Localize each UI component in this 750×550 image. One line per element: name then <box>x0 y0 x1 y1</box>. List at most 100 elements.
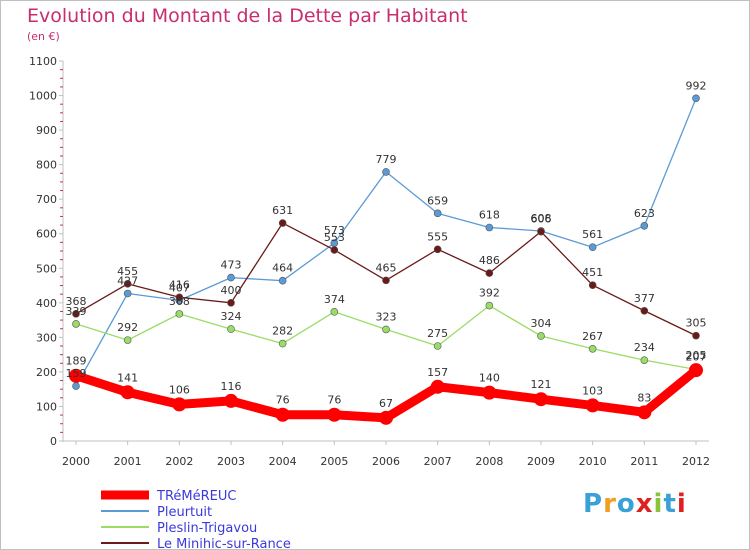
y-tick-label: 400 <box>36 297 57 310</box>
data-label: 368 <box>66 295 87 308</box>
data-label: 368 <box>169 295 190 308</box>
data-point <box>588 243 597 251</box>
data-label: 305 <box>686 317 707 330</box>
data-label: 464 <box>272 262 293 275</box>
x-tick-label: 2002 <box>165 455 193 468</box>
data-label: 282 <box>272 325 293 338</box>
y-tick-label: 200 <box>36 366 57 379</box>
data-point <box>382 168 390 176</box>
logo-letter: x <box>635 489 654 519</box>
data-label: 76 <box>276 394 290 407</box>
data-point <box>640 306 649 315</box>
data-label: 779 <box>376 153 397 166</box>
data-label: 659 <box>427 194 448 207</box>
data-label: 106 <box>169 383 190 396</box>
x-tick-label: 2003 <box>217 455 245 468</box>
data-label: 555 <box>427 230 448 243</box>
data-point <box>430 379 445 394</box>
data-label: 275 <box>427 327 448 340</box>
y-tick-label: 1100 <box>29 55 57 68</box>
data-point <box>123 280 132 288</box>
data-label: 407 <box>169 281 190 294</box>
data-point <box>689 363 703 378</box>
data-label: 618 <box>479 209 500 222</box>
data-label: 992 <box>686 79 707 92</box>
data-label: 486 <box>479 254 500 267</box>
y-tick-label: 800 <box>36 159 57 172</box>
data-label: 304 <box>531 317 552 330</box>
x-tick-label: 2005 <box>320 455 348 468</box>
data-point <box>382 276 390 285</box>
data-label: 141 <box>117 371 138 384</box>
data-label: 83 <box>637 391 651 404</box>
data-point <box>485 269 494 277</box>
data-label: 416 <box>169 278 190 291</box>
data-label: 427 <box>117 274 138 287</box>
data-point <box>72 382 80 390</box>
data-label: 561 <box>582 228 603 241</box>
data-point <box>227 273 235 282</box>
logo-letter: i <box>676 489 687 519</box>
data-label: 159 <box>66 367 87 380</box>
data-point <box>330 307 339 316</box>
y-tick-label: 600 <box>36 228 57 241</box>
data-point <box>485 223 494 232</box>
data-point <box>482 385 497 400</box>
data-label: 140 <box>479 372 500 385</box>
y-tick-label: 300 <box>36 331 57 344</box>
data-label: 473 <box>221 259 242 272</box>
logo-letter: r <box>603 489 617 519</box>
data-point <box>379 410 393 425</box>
proxiti-logo: Proxiti <box>583 489 687 519</box>
data-point <box>692 331 700 340</box>
chart-subtitle: (en €) <box>27 30 60 43</box>
legend-label: Pleslin-Trigavou <box>157 521 257 536</box>
data-label: 631 <box>272 204 293 217</box>
data-label: 573 <box>324 224 345 237</box>
y-tick-label: 500 <box>36 262 57 275</box>
data-point <box>327 407 342 422</box>
data-label: 234 <box>634 341 655 354</box>
data-point <box>537 227 545 236</box>
x-tick-label: 2010 <box>579 455 607 468</box>
logo-letter: P <box>583 489 604 519</box>
data-label: 553 <box>324 231 345 244</box>
y-tick-label: 700 <box>36 193 57 206</box>
data-point <box>588 344 597 353</box>
legend-label: TRéMéREUC <box>156 489 236 504</box>
x-tick-label: 2009 <box>527 455 555 468</box>
data-point <box>485 301 494 310</box>
x-tick-label: 2011 <box>630 455 658 468</box>
data-label: 392 <box>479 287 500 300</box>
data-point <box>175 310 184 318</box>
data-label: 323 <box>376 310 397 323</box>
data-point <box>640 356 649 364</box>
data-label: 455 <box>117 265 138 278</box>
data-point <box>72 320 80 328</box>
data-label: 157 <box>427 366 448 379</box>
data-point <box>382 325 390 334</box>
x-tick-label: 2000 <box>62 455 90 468</box>
data-point <box>123 289 132 298</box>
data-point <box>72 310 80 318</box>
data-point <box>433 342 442 350</box>
series-line <box>75 97 697 387</box>
x-tick-label: 2008 <box>475 455 503 468</box>
chart-title: Evolution du Montant de la Dette par Hab… <box>27 5 468 27</box>
data-label: 465 <box>376 261 397 274</box>
data-point <box>433 209 442 218</box>
logo-letter: t <box>663 489 677 519</box>
data-point <box>537 332 545 340</box>
x-tick-label: 2004 <box>269 455 297 468</box>
data-label: 205 <box>686 349 707 362</box>
data-point <box>172 397 187 412</box>
data-point <box>433 245 442 254</box>
data-point <box>692 94 700 103</box>
logo-letter: o <box>616 489 636 519</box>
y-tick-label: 100 <box>36 400 57 413</box>
data-label: 377 <box>634 292 655 305</box>
data-label: 76 <box>327 394 341 407</box>
y-tick-label: 1000 <box>29 90 57 103</box>
